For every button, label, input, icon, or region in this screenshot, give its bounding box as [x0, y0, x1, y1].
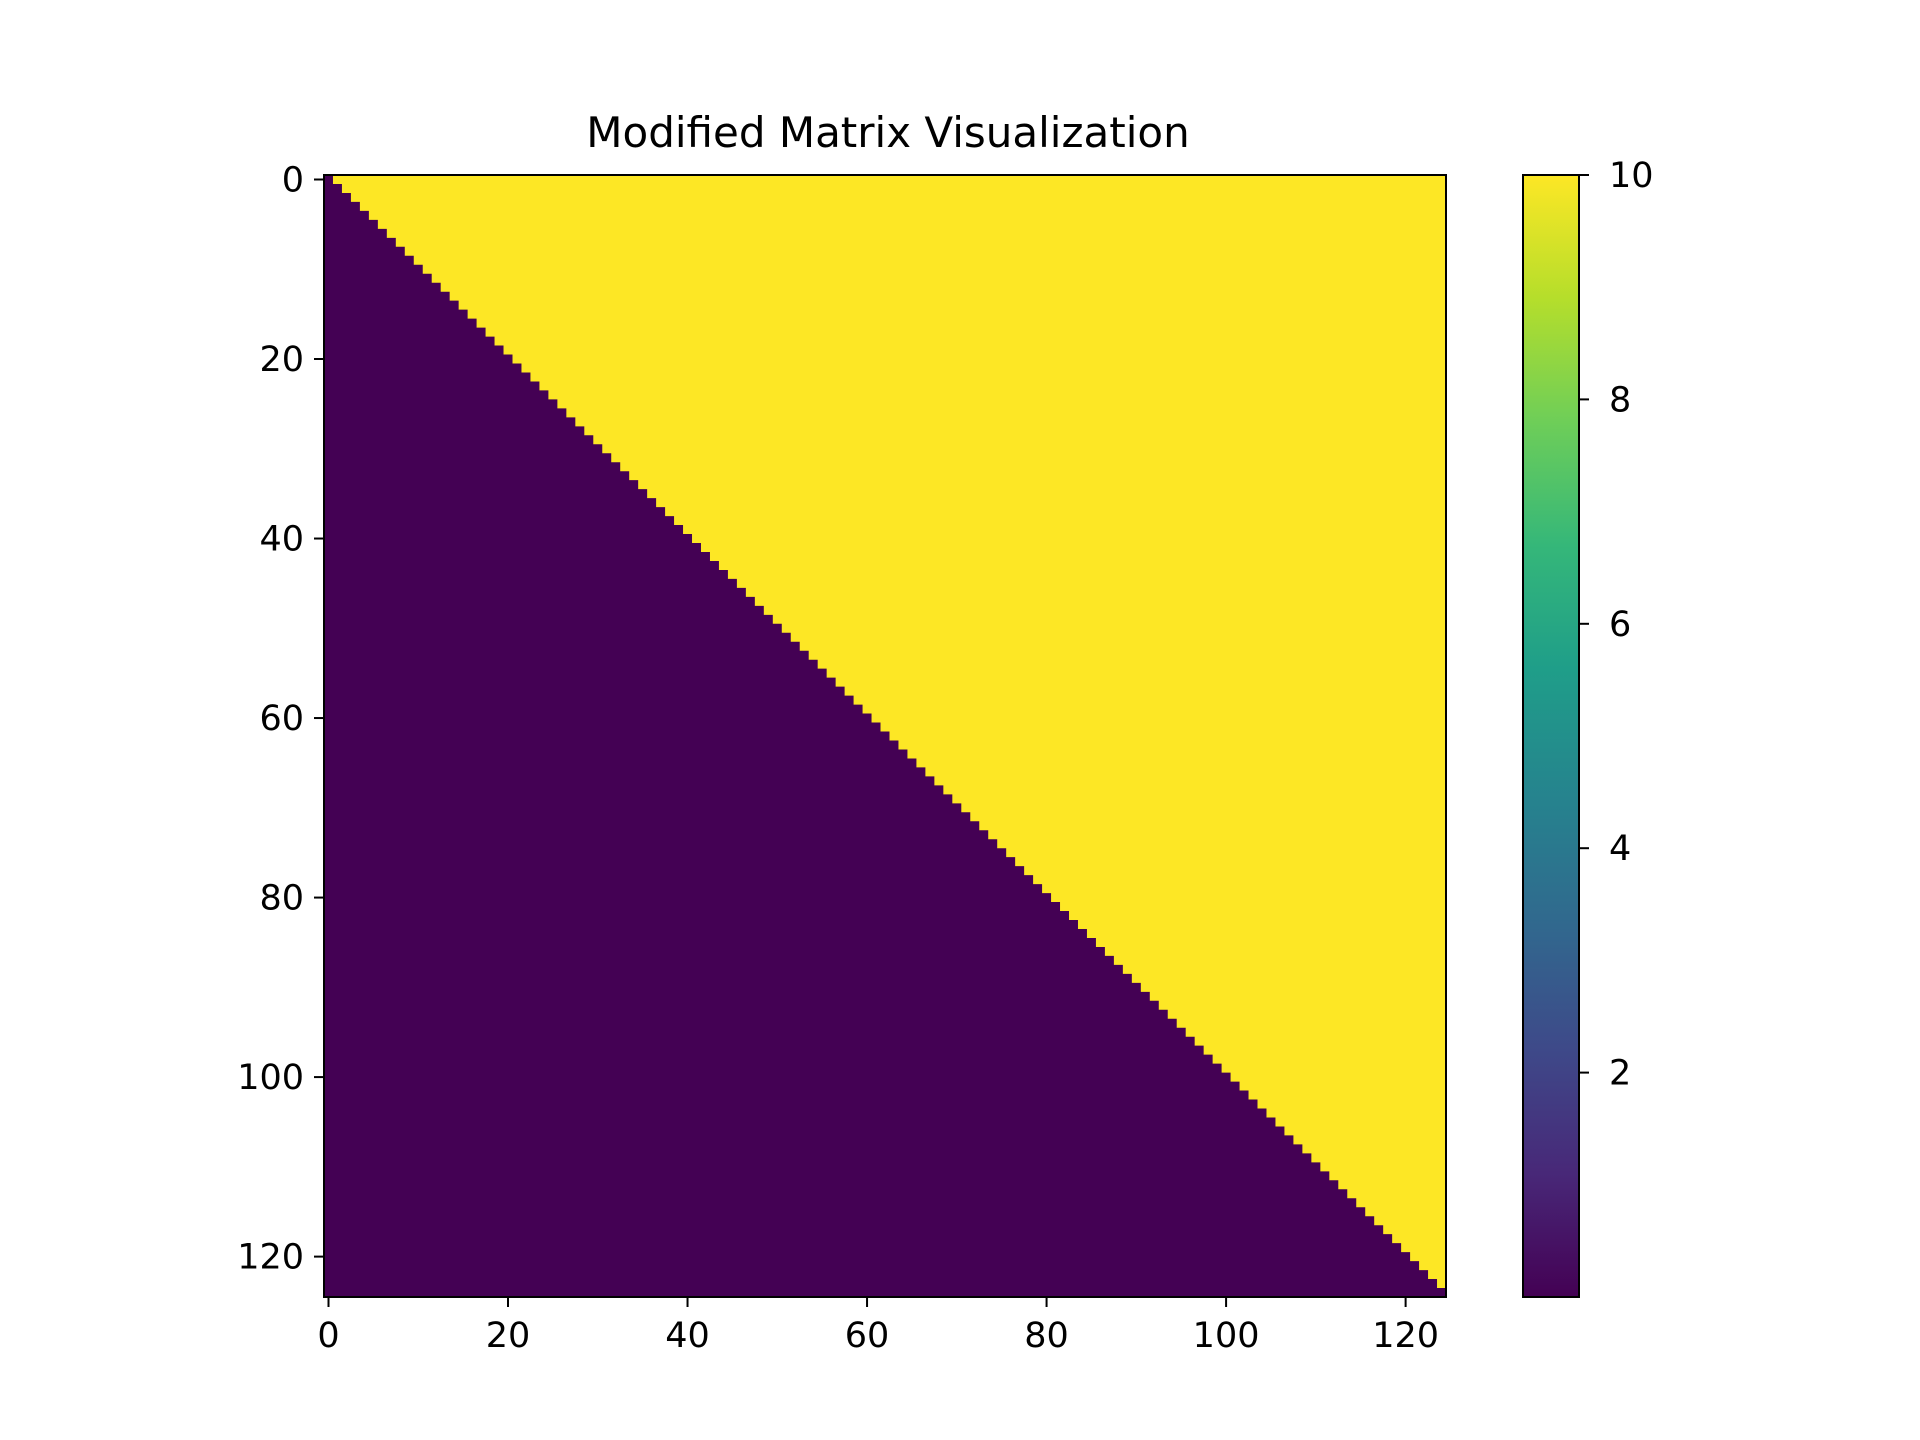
chart-title: Modified Matrix Visualization	[586, 108, 1189, 157]
x-tick-label: 0	[317, 1316, 339, 1356]
colorbar-tick-label: 2	[1609, 1054, 1631, 1094]
colorbar-tick-label: 4	[1609, 829, 1631, 869]
y-tick-label: 120	[237, 1238, 304, 1278]
x-tick-label: 40	[665, 1316, 710, 1356]
heatmap-upper-region	[332, 175, 1447, 1289]
x-tick-label: 100	[1193, 1316, 1260, 1356]
x-axis: 0 20 40 60 80 100 120	[317, 1297, 1439, 1356]
colorbar-tick-label: 10	[1609, 156, 1654, 196]
y-tick-label: 100	[237, 1058, 304, 1098]
colorbar-tick-label: 8	[1609, 380, 1631, 420]
heatmap-cells	[324, 175, 1447, 1297]
colorbar-tick-label: 6	[1609, 605, 1631, 645]
y-tick-label: 40	[259, 520, 304, 560]
y-tick-label: 20	[259, 340, 304, 380]
x-tick-label: 120	[1372, 1316, 1439, 1356]
x-tick-label: 20	[486, 1316, 531, 1356]
x-tick-label: 80	[1024, 1316, 1069, 1356]
y-tick-label: 80	[259, 879, 304, 919]
plot-frame	[323, 174, 1447, 1298]
colorbar	[1522, 174, 1580, 1298]
colorbar-axis: 2 4 6 8 10	[1579, 156, 1654, 1094]
y-axis: 0 20 40 60 80 100 120	[237, 160, 324, 1278]
x-tick-label: 60	[845, 1316, 890, 1356]
y-tick-label: 0	[282, 160, 304, 200]
y-tick-label: 60	[259, 699, 304, 739]
